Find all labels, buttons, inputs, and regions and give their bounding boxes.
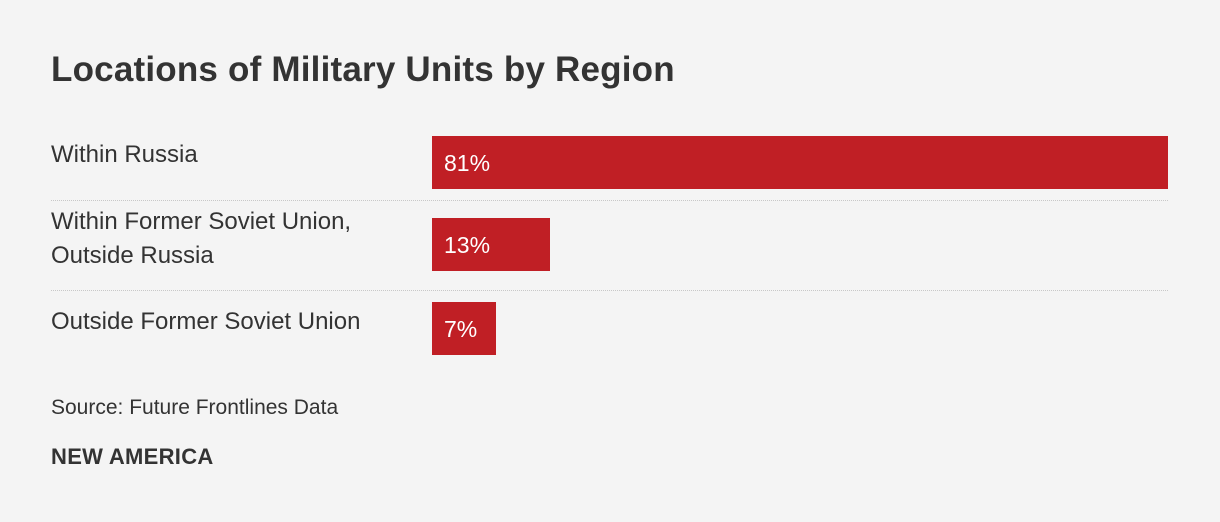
bar: 13%: [432, 218, 550, 271]
bar-track: 7%: [432, 302, 1168, 355]
bar-track: 13%: [432, 218, 1168, 271]
chart-title: Locations of Military Units by Region: [51, 50, 675, 89]
bar-track: 81%: [432, 136, 1168, 189]
bar: 7%: [432, 302, 496, 355]
row-divider: [51, 200, 1168, 201]
bar-value-label: 81%: [444, 150, 491, 176]
row-divider: [51, 290, 1168, 291]
brand-logo-text: NEW AMERICA: [51, 444, 214, 469]
bar-value-label: 7%: [444, 316, 478, 342]
source-note: Source: Future Frontlines Data: [51, 396, 339, 419]
category-label: Outside Former Soviet Union: [51, 308, 361, 335]
category-label: Within Former Soviet Union, Outside Russ…: [51, 208, 352, 269]
category-label: Within Russia: [51, 141, 198, 168]
bar: 81%: [432, 136, 1168, 189]
bar-value-label: 13%: [444, 232, 491, 258]
